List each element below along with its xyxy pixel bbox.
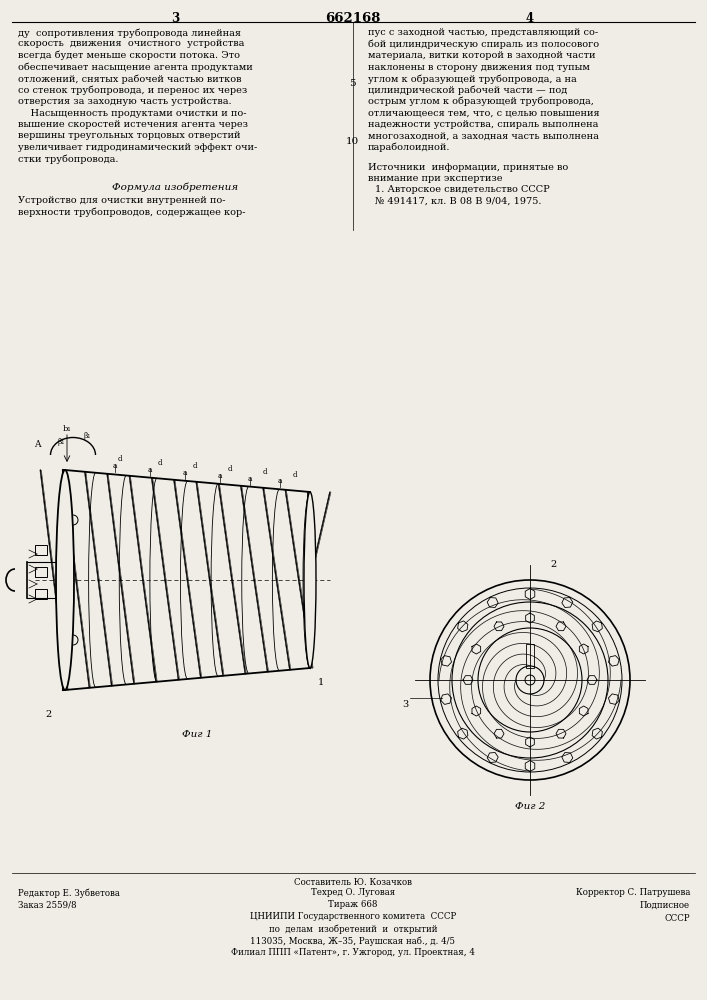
Ellipse shape (56, 470, 74, 690)
Text: ЦНИИПИ Государственного комитета  СССР: ЦНИИПИ Государственного комитета СССР (250, 912, 456, 921)
Text: со стенок трубопровода, и перенос их через: со стенок трубопровода, и перенос их чер… (18, 86, 247, 95)
Bar (35, 589, 47, 599)
Text: β₁: β₁ (57, 438, 64, 446)
Text: Источники  информации, принятые во: Источники информации, принятые во (368, 162, 568, 172)
Text: d: d (263, 468, 267, 476)
Text: стки трубопровода.: стки трубопровода. (18, 154, 119, 164)
Text: a: a (218, 472, 222, 480)
Text: вершины треугольных торцовых отверстий: вершины треугольных торцовых отверстий (18, 131, 240, 140)
Text: β₁: β₁ (83, 432, 90, 440)
Text: a: a (112, 462, 117, 470)
Bar (35, 567, 47, 577)
Text: надежности устройства, спираль выполнена: надежности устройства, спираль выполнена (368, 120, 598, 129)
Text: Фиг 1: Фиг 1 (182, 730, 212, 739)
Text: 3: 3 (171, 12, 179, 25)
Text: Составитель Ю. Козачков: Составитель Ю. Козачков (294, 878, 412, 887)
Text: параболоидной.: параболоидной. (368, 143, 450, 152)
Text: отличающееся тем, что, с целью повышения: отличающееся тем, что, с целью повышения (368, 108, 600, 117)
Text: обеспечивает насыщение агента продуктами: обеспечивает насыщение агента продуктами (18, 62, 252, 72)
Text: d: d (118, 455, 122, 463)
Text: многозаходной, а заходная часть выполнена: многозаходной, а заходная часть выполнен… (368, 131, 599, 140)
Text: a: a (278, 477, 282, 485)
Text: 2: 2 (45, 710, 51, 719)
Text: d: d (158, 459, 162, 467)
Text: 2: 2 (550, 560, 556, 569)
Text: всегда будет меньше скорости потока. Это: всегда будет меньше скорости потока. Это (18, 51, 240, 60)
Text: Устройство для очистки внутренней по-: Устройство для очистки внутренней по- (18, 196, 226, 205)
Text: 4: 4 (526, 12, 534, 25)
Ellipse shape (304, 492, 316, 668)
Text: b₁: b₁ (63, 425, 71, 433)
Text: Подписное: Подписное (640, 901, 690, 910)
Text: 113035, Москва, Ж–35, Раушская наб., д. 4/5: 113035, Москва, Ж–35, Раушская наб., д. … (250, 936, 455, 946)
Bar (35, 545, 47, 555)
Text: Корректор С. Патрушева: Корректор С. Патрушева (575, 888, 690, 897)
Text: бой цилиндрическую спираль из полосового: бой цилиндрическую спираль из полосового (368, 39, 599, 49)
Text: 3: 3 (402, 700, 408, 709)
Text: цилиндрической рабочей части — под: цилиндрической рабочей части — под (368, 86, 567, 95)
Text: острым углом к образующей трубопровода,: острым углом к образующей трубопровода, (368, 97, 594, 106)
Text: 1. Авторское свидетельство СССР: 1. Авторское свидетельство СССР (375, 186, 550, 194)
Text: Филиал ППП «Патент», г. Ужгород, ул. Проектная, 4: Филиал ППП «Патент», г. Ужгород, ул. Про… (231, 948, 475, 957)
Text: СССР: СССР (665, 914, 690, 923)
Text: Фиг 2: Фиг 2 (515, 802, 545, 811)
Text: внимание при экспертизе: внимание при экспертизе (368, 174, 503, 183)
Text: A: A (34, 440, 40, 449)
Text: вышение скоростей истечения агента через: вышение скоростей истечения агента через (18, 120, 248, 129)
Text: Заказ 2559/8: Заказ 2559/8 (18, 901, 76, 910)
Text: d: d (228, 465, 233, 473)
Text: d: d (193, 462, 197, 470)
Text: 1: 1 (318, 678, 325, 687)
Text: Редактор Е. Зубветова: Редактор Е. Зубветова (18, 888, 120, 898)
Text: пус с заходной частью, представляющий со-: пус с заходной частью, представляющий со… (368, 28, 598, 37)
Text: Техред О. Луговая: Техред О. Луговая (311, 888, 395, 897)
Text: 10: 10 (346, 136, 358, 145)
Text: Тираж 668: Тираж 668 (328, 900, 378, 909)
Text: Формула изобретения: Формула изобретения (112, 182, 238, 192)
Text: по  делам  изобретений  и  открытий: по делам изобретений и открытий (269, 924, 437, 934)
Text: 662168: 662168 (325, 12, 380, 25)
Text: Насыщенность продуктами очистки и по-: Насыщенность продуктами очистки и по- (18, 108, 247, 117)
Text: скорость  движения  очистного  устройства: скорость движения очистного устройства (18, 39, 245, 48)
Text: a: a (182, 469, 187, 477)
Text: углом к образующей трубопровода, а на: углом к образующей трубопровода, а на (368, 74, 577, 84)
Bar (526, 644, 534, 668)
Text: ду  сопротивления трубопровода линейная: ду сопротивления трубопровода линейная (18, 28, 241, 37)
Text: наклонены в сторону движения под тупым: наклонены в сторону движения под тупым (368, 62, 590, 72)
Text: увеличивает гидродинамический эффект очи-: увеличивает гидродинамический эффект очи… (18, 143, 257, 152)
Text: материала, витки которой в заходной части: материала, витки которой в заходной част… (368, 51, 595, 60)
Text: № 491417, кл. В 08 В 9/04, 1975.: № 491417, кл. В 08 В 9/04, 1975. (375, 197, 542, 206)
Text: a: a (148, 466, 152, 474)
Text: отверстия за заходную часть устройства.: отверстия за заходную часть устройства. (18, 97, 232, 106)
Text: a: a (247, 475, 252, 483)
Text: d: d (293, 471, 297, 479)
Text: 5: 5 (349, 79, 356, 88)
Text: верхности трубопроводов, содержащее кор-: верхности трубопроводов, содержащее кор- (18, 208, 245, 217)
Text: отложений, снятых рабочей частью витков: отложений, снятых рабочей частью витков (18, 74, 242, 84)
